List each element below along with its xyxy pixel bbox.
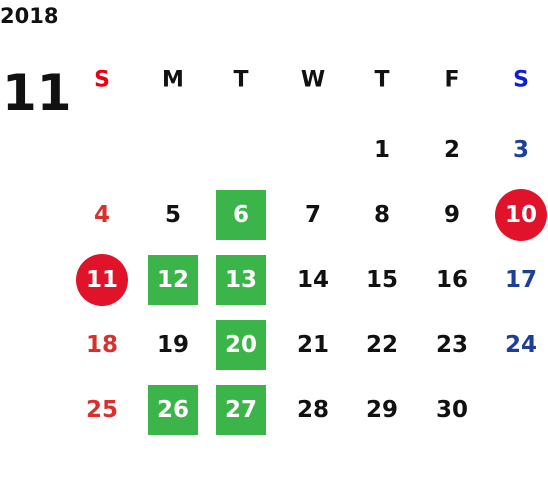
- day-number: 22: [366, 332, 398, 358]
- day-number: 5: [165, 202, 181, 228]
- highlight-square: [216, 385, 266, 435]
- weekday-label: F: [444, 68, 459, 93]
- day-number: 21: [297, 332, 329, 358]
- day-number: 19: [157, 332, 189, 358]
- highlight-square: [148, 385, 198, 435]
- day-number: 16: [436, 267, 468, 293]
- day-number: 14: [297, 267, 329, 293]
- month: 11: [2, 64, 72, 122]
- day-number: 29: [366, 397, 398, 423]
- day-number: 11: [86, 267, 118, 293]
- day-number: 2: [444, 137, 460, 163]
- year: 2018: [0, 4, 58, 28]
- day-number: 27: [225, 397, 257, 423]
- day-number: 26: [157, 397, 189, 423]
- day-number: 25: [86, 397, 118, 423]
- day-number: 7: [305, 202, 321, 228]
- day-number: 8: [374, 202, 390, 228]
- day-number: 17: [505, 267, 537, 293]
- highlight-square: [216, 320, 266, 370]
- day-number: 23: [436, 332, 468, 358]
- day-number: 13: [225, 267, 257, 293]
- weekday-label: S: [94, 68, 110, 93]
- day-number: 4: [94, 202, 110, 228]
- day-number: 6: [233, 202, 249, 228]
- day-number: 3: [513, 137, 529, 163]
- weekday-label: T: [233, 68, 248, 93]
- highlight-square: [148, 255, 198, 305]
- day-number: 28: [297, 397, 329, 423]
- highlight-square: [216, 190, 266, 240]
- highlight-circle: [495, 189, 547, 241]
- weekday-label: S: [513, 68, 529, 93]
- day-number: 15: [366, 267, 398, 293]
- day-number: 30: [436, 397, 468, 423]
- day-number: 18: [86, 332, 118, 358]
- weekday-label: M: [162, 68, 184, 93]
- weekday-label: T: [374, 68, 389, 93]
- highlight-circle: [76, 254, 128, 306]
- day-number: 24: [505, 332, 537, 358]
- day-number: 9: [444, 202, 460, 228]
- weekday-label: W: [301, 68, 325, 93]
- highlight-square: [216, 255, 266, 305]
- day-number: 12: [157, 267, 189, 293]
- day-number: 1: [374, 137, 390, 163]
- day-number: 20: [225, 332, 257, 358]
- day-number: 10: [505, 202, 537, 228]
